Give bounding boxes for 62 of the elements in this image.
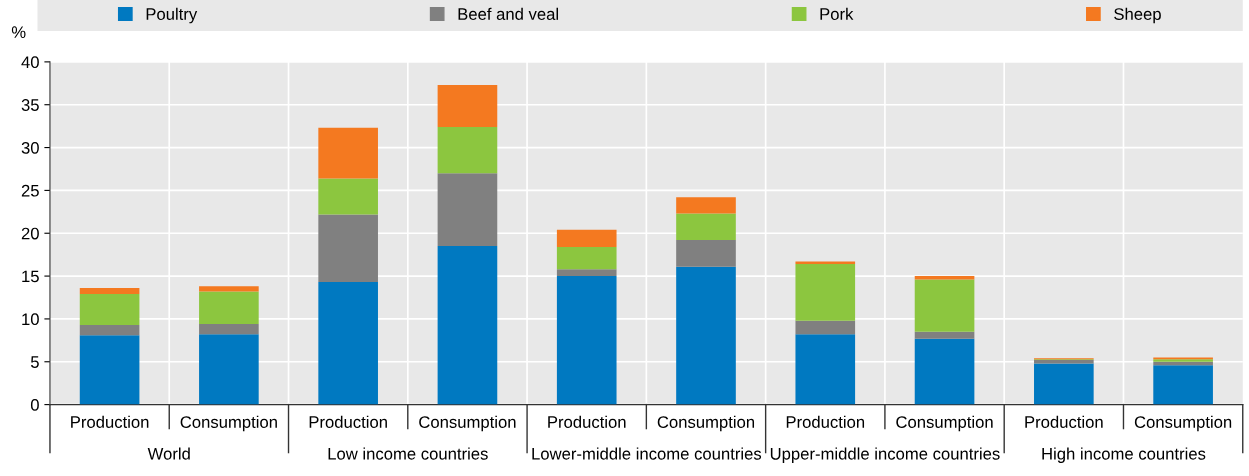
bar: [556, 246, 617, 270]
bar: [795, 334, 856, 405]
x-tick-label: Production: [1025, 415, 1103, 428]
bar: [318, 282, 378, 405]
bar: [795, 264, 856, 321]
bar: [199, 291, 259, 325]
text: Lower-middle income countries: [532, 447, 762, 460]
bar: [676, 266, 736, 405]
bar: [676, 213, 736, 241]
y-tick-label: 5: [30, 356, 39, 368]
bar: [556, 229, 617, 247]
y-tick-label: 20: [21, 227, 39, 240]
text: Upper-middle income countries: [770, 447, 1000, 463]
legend-label: Beef and veal: [458, 7, 559, 20]
y-tick-label: 30: [21, 141, 39, 154]
bar: [1153, 365, 1213, 405]
y-tick-label: 25: [21, 184, 39, 197]
y-tick-label: 35: [21, 99, 39, 111]
bar: [318, 178, 378, 215]
bar: [199, 324, 259, 335]
bar: [437, 85, 498, 127]
y-tick-label: 15: [22, 270, 39, 283]
bar: [795, 320, 856, 335]
bar: [556, 276, 617, 405]
bar: [79, 335, 140, 405]
x-tick-label: Consumption: [419, 415, 516, 432]
y-tick-label: 40: [21, 56, 39, 69]
text: High income countries: [1042, 447, 1206, 463]
y-tick-label: 0: [30, 399, 39, 411]
x-tick-label: Production: [71, 415, 149, 428]
bar: [199, 286, 259, 292]
legend-label: Pork: [820, 7, 854, 20]
text: World: [147, 447, 190, 460]
y-axis-title: %: [11, 26, 26, 38]
bar: [556, 269, 617, 277]
bar: [437, 127, 498, 174]
bar: [79, 294, 140, 325]
y-tick-label: 10: [22, 313, 39, 326]
text: Low income countries: [328, 447, 488, 460]
bar: [437, 246, 498, 405]
bar: [199, 334, 259, 405]
bar: [318, 127, 378, 179]
bar: [914, 279, 975, 332]
bar: [914, 331, 975, 339]
legend-label: Sheep: [1114, 7, 1161, 24]
x-tick-label: Production: [309, 415, 387, 428]
x-tick-label: Consumption: [180, 415, 277, 432]
bar: [437, 173, 498, 247]
bar: [676, 240, 736, 267]
x-tick-label: Production: [548, 415, 626, 428]
x-tick-label: Consumption: [1134, 415, 1232, 432]
bar: [79, 324, 140, 336]
bar: [318, 214, 378, 283]
bar: [676, 197, 736, 214]
x-tick-label: Production: [786, 415, 865, 428]
x-tick-label: Consumption: [657, 415, 755, 432]
bar: [914, 276, 975, 280]
bar: [1034, 363, 1094, 405]
bar: [914, 338, 975, 405]
x-tick-label: Consumption: [896, 415, 993, 432]
bar: [79, 288, 140, 295]
legend-label: Poultry: [146, 7, 198, 24]
